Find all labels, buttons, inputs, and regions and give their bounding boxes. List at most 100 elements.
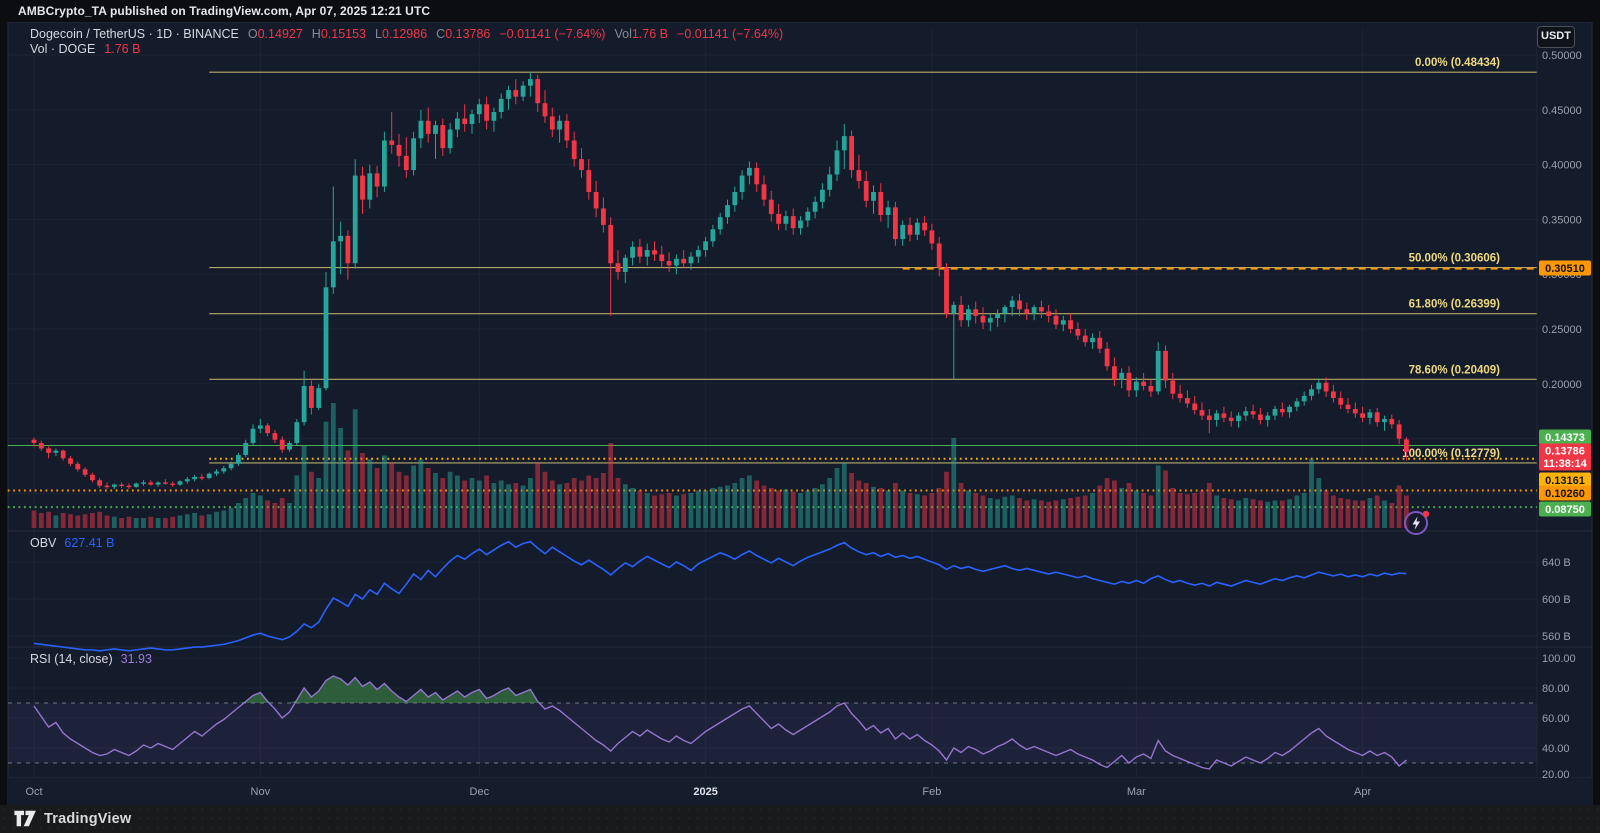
volume-bar	[90, 513, 95, 528]
volume-bar	[1272, 500, 1278, 528]
candle-body	[236, 455, 241, 464]
candle-body	[1192, 403, 1198, 411]
candle-body	[418, 120, 424, 139]
obv-pane[interactable]	[8, 531, 1537, 647]
volume-bar	[659, 494, 665, 528]
candle-body	[506, 90, 511, 99]
obv-legend[interactable]: OBV 627.41 B	[30, 536, 114, 550]
volume-bar	[46, 511, 51, 528]
rsi-label[interactable]: RSI (14, close)	[30, 652, 113, 666]
candle-body	[309, 385, 314, 408]
volume-bar	[666, 493, 672, 528]
volume-bar	[674, 495, 679, 528]
axis-badge-value: 0.08750	[1545, 504, 1585, 516]
axis-badge-countdown: 11:38:14	[1543, 458, 1587, 470]
candle-body	[411, 138, 416, 171]
volume-bar	[1228, 499, 1234, 528]
close-value: 0.13786	[445, 27, 491, 41]
volume-bar	[652, 495, 657, 528]
volume-bar	[360, 453, 365, 528]
candle-body	[951, 304, 957, 314]
candle-body	[914, 222, 920, 235]
volume-bar	[440, 478, 446, 528]
candle-body	[674, 258, 679, 266]
time-tick: 2025	[693, 786, 717, 798]
volume-bar	[644, 493, 650, 528]
symbol-title[interactable]: Dogecoin / TetherUS · 1D · BINANCE	[30, 27, 239, 41]
candle-body	[1090, 337, 1095, 343]
close-label: C	[436, 27, 446, 41]
volume-bar	[491, 483, 497, 528]
volume-bar	[768, 488, 774, 528]
price-pane[interactable]	[8, 22, 1537, 531]
fib-retracement[interactable]: 0.00% (0.48434) 50.00% (0.30606) 61.80% (0…	[209, 57, 1537, 464]
volume-bar	[301, 445, 307, 528]
axis-badge-value: 0.30510	[1545, 263, 1585, 275]
candles-layer	[31, 72, 1409, 490]
chart-widget	[7, 21, 1593, 806]
volume-bar	[396, 471, 402, 528]
volume-bar	[382, 455, 387, 528]
volume-bar	[637, 490, 643, 528]
volume-bar	[104, 515, 110, 528]
volume-bar	[309, 471, 314, 528]
volume-bar	[834, 468, 840, 528]
candle-body	[812, 201, 818, 212]
volume-bar	[250, 493, 256, 528]
candle-body	[754, 167, 760, 185]
volume-bar	[1009, 495, 1015, 528]
candle-body	[1243, 411, 1249, 416]
volume-bar	[1119, 488, 1125, 528]
candle-body	[601, 208, 606, 225]
candle-body	[1170, 380, 1176, 394]
candle-body	[885, 207, 891, 216]
volume-bar	[827, 478, 833, 528]
volume-indicator-label[interactable]: Vol · DOGE	[30, 42, 96, 56]
tradingview-brand-name: TradingView	[44, 810, 132, 827]
volume-bar	[987, 498, 993, 528]
obv-tick: 560 B	[1542, 631, 1571, 643]
volume-bar	[1265, 501, 1271, 528]
volume-bar	[1060, 499, 1066, 528]
candle-body	[265, 425, 270, 434]
volume-bar	[287, 503, 292, 528]
candle-body	[396, 144, 402, 156]
currency-toggle-button[interactable]: USDT	[1537, 26, 1575, 48]
volume-bar	[294, 475, 300, 528]
price-axis[interactable]: 0.500000.450000.400000.350000.300000.250…	[1536, 22, 1582, 805]
time-tick: Dec	[470, 786, 490, 798]
candle-body	[214, 471, 219, 474]
volume-bar	[820, 484, 825, 528]
volume-bar	[1046, 501, 1052, 528]
volume-bar	[323, 421, 329, 528]
volume-bar	[951, 438, 957, 528]
candle-body	[272, 433, 278, 440]
candle-body	[922, 222, 927, 231]
candle-body	[90, 474, 95, 481]
volume-bar	[199, 515, 205, 528]
time-axis[interactable]: Oct Nov Dec 2025 Feb Mar Apr	[8, 778, 1592, 805]
price-tick: 0.45000	[1542, 105, 1582, 117]
volume-bar	[973, 493, 979, 528]
fib-label: 0.00% (0.48434)	[1415, 57, 1500, 69]
candle-body	[987, 318, 993, 323]
volume-bar	[1097, 485, 1103, 528]
candle-body	[31, 439, 37, 443]
flash-alert-button[interactable]	[1402, 507, 1432, 537]
volume-bar	[608, 443, 614, 528]
rsi-legend[interactable]: RSI (14, close) 31.93	[30, 652, 152, 666]
volume-bar	[469, 478, 475, 528]
candle-body	[535, 79, 541, 104]
volume-bar	[1141, 493, 1146, 528]
candle-body	[1097, 337, 1103, 349]
volume-bar	[272, 503, 278, 528]
tradingview-brand[interactable]: TradingView	[14, 810, 131, 827]
candle-body	[907, 224, 913, 235]
obv-plot	[33, 540, 1407, 652]
obv-label[interactable]: OBV	[30, 536, 57, 550]
volume-bar	[1090, 493, 1095, 528]
volume-bar	[1199, 490, 1205, 528]
symbol-legend[interactable]: Dogecoin / TetherUS · 1D · BINANCE O0.149…	[30, 27, 783, 57]
